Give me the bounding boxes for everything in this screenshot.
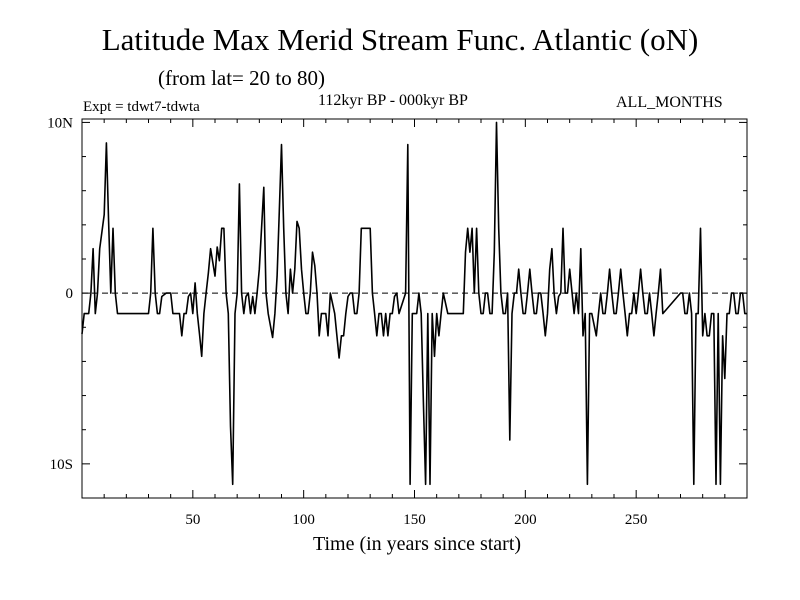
- months-label: ALL_MONTHS: [616, 94, 723, 111]
- y-tick-label: 0: [66, 286, 74, 302]
- chart-subtitle: (from lat= 20 to 80): [158, 66, 325, 90]
- x-tick-label: 250: [625, 512, 648, 528]
- y-tick-label: 10N: [47, 115, 73, 131]
- period-label: 112kyr BP - 000kyr BP: [318, 92, 468, 109]
- experiment-label: Expt = tdwt7-tdwta: [83, 99, 200, 115]
- chart-title: Latitude Max Merid Stream Func. Atlantic…: [101, 22, 699, 57]
- x-tick-label: 100: [292, 512, 315, 528]
- y-tick-label: 10S: [50, 457, 73, 473]
- x-tick-label: 50: [185, 512, 200, 528]
- series-line: [81, 121, 747, 486]
- x-tick-label: 150: [403, 512, 426, 528]
- x-tick-label: 200: [514, 512, 537, 528]
- x-axis-label: Time (in years since start): [312, 533, 522, 555]
